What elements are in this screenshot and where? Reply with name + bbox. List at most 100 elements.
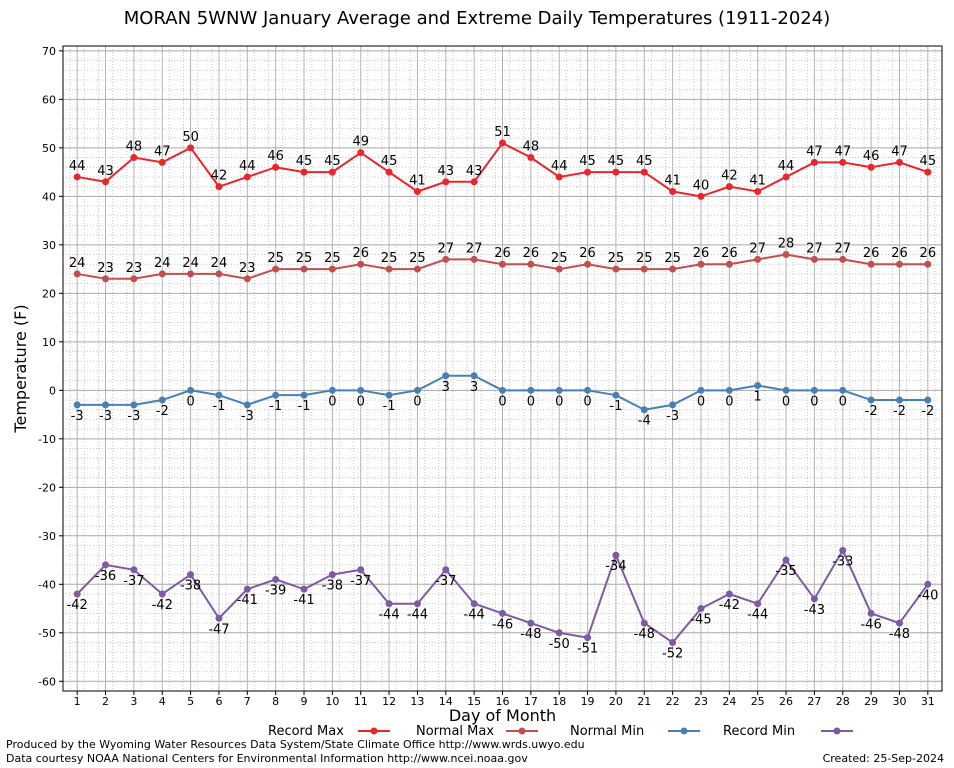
data-point	[300, 168, 308, 176]
data-point	[669, 187, 677, 195]
data-point	[158, 158, 166, 166]
x-tick-label: 28	[836, 695, 850, 708]
data-label: 45	[296, 154, 313, 169]
x-tick-label: 10	[325, 695, 339, 708]
data-point	[442, 372, 450, 380]
data-label: 0	[357, 394, 365, 409]
footer-produced-by: Produced by the Wyoming Water Resources …	[6, 738, 585, 751]
data-point	[895, 260, 903, 268]
data-label: -1	[212, 399, 225, 414]
data-point	[669, 639, 677, 647]
y-axis-ticks: -60 -50 -40 -30 -20 -10 0 10 20 30 40 50 60 70	[38, 45, 63, 688]
data-point	[924, 580, 932, 588]
data-label: -3	[127, 409, 140, 424]
data-label: 23	[97, 261, 114, 276]
data-point	[357, 260, 365, 268]
data-label: 3	[442, 380, 450, 395]
data-label: -48	[520, 627, 541, 642]
data-label: 44	[778, 159, 795, 174]
x-tick-label: 20	[609, 695, 623, 708]
data-point	[754, 381, 762, 389]
x-axis-ticks: 1 2 3 4 5 6 7 8 9 10 11 12 13 14 15 16 17 18 19 20 21 22 23 24 2…	[74, 691, 935, 708]
data-label: -1	[269, 399, 282, 414]
x-tick-label: 29	[864, 695, 878, 708]
x-tick-label: 9	[301, 695, 308, 708]
data-point	[555, 173, 563, 181]
chart-title: MORAN 5WNW January Average and Extreme D…	[123, 8, 831, 29]
data-point	[243, 173, 251, 181]
data-label: 47	[891, 144, 908, 159]
data-point	[215, 391, 223, 399]
data-point	[470, 600, 478, 608]
data-label: -48	[634, 627, 655, 642]
data-label: -40	[917, 588, 938, 603]
data-label: 41	[749, 173, 766, 188]
minor-grid	[63, 46, 942, 692]
data-label: -51	[577, 642, 598, 657]
x-tick-label: 26	[779, 695, 793, 708]
data-point	[839, 158, 847, 166]
data-point	[243, 401, 251, 409]
data-point	[697, 260, 705, 268]
data-point	[584, 168, 592, 176]
data-label: 0	[328, 394, 336, 409]
data-point	[328, 386, 336, 394]
data-point	[470, 372, 478, 380]
data-label: -44	[378, 608, 399, 623]
data-label: 46	[863, 149, 880, 164]
legend-label: Record Max	[268, 724, 344, 739]
series-layer: 44 43 48 47 50 42 44 46 45 45 49 45 41 43 43 51 48 44 45 45…	[67, 125, 939, 662]
data-label: 26	[579, 246, 596, 261]
x-tick-label: 12	[382, 695, 396, 708]
data-point	[810, 595, 818, 603]
series-record-max: 44 43 48 47 50 42 44 46 45 45 49 45 41 43 43 51 48 44 45 45…	[69, 125, 936, 200]
data-label: -34	[605, 559, 626, 574]
x-tick-label: 1	[74, 695, 81, 708]
data-label: 41	[409, 173, 426, 188]
data-point	[102, 275, 110, 283]
data-label: 45	[324, 154, 341, 169]
data-point	[754, 255, 762, 263]
data-point	[527, 260, 535, 268]
data-label: -3	[241, 409, 254, 424]
data-point	[499, 386, 506, 394]
data-label: 0	[186, 394, 194, 409]
data-label: -37	[435, 574, 456, 589]
data-label: -46	[860, 617, 881, 632]
x-tick-label: 14	[439, 695, 453, 708]
data-label: 42	[211, 169, 228, 184]
data-point	[158, 270, 166, 278]
y-tick-label: -20	[38, 481, 56, 494]
y-tick-label: 20	[42, 287, 56, 300]
data-label: 43	[438, 164, 455, 179]
data-label: -44	[407, 608, 428, 623]
data-label: 26	[863, 246, 880, 261]
data-label: 0	[810, 394, 818, 409]
data-point	[584, 634, 592, 642]
data-point	[697, 386, 705, 394]
data-label: 25	[267, 251, 284, 266]
data-label: 41	[664, 173, 681, 188]
data-point	[895, 396, 903, 404]
data-label: 50	[182, 130, 199, 145]
data-point	[499, 260, 506, 268]
data-point	[555, 386, 563, 394]
data-point	[527, 386, 535, 394]
x-tick-label: 8	[272, 695, 279, 708]
y-tick-label: 50	[42, 142, 56, 155]
data-label: -35	[775, 564, 796, 579]
data-point	[895, 619, 903, 627]
data-label: -33	[832, 554, 853, 569]
data-label: 3	[470, 380, 478, 395]
data-point	[725, 183, 733, 191]
x-tick-label: 23	[694, 695, 708, 708]
data-label: 25	[381, 251, 398, 266]
data-label: 0	[839, 394, 847, 409]
data-point	[73, 590, 81, 598]
x-tick-label: 19	[581, 695, 595, 708]
data-label: 44	[239, 159, 256, 174]
data-point	[754, 187, 762, 195]
data-label: -37	[123, 574, 144, 589]
data-point	[158, 590, 166, 598]
y-tick-label: -10	[38, 433, 56, 446]
